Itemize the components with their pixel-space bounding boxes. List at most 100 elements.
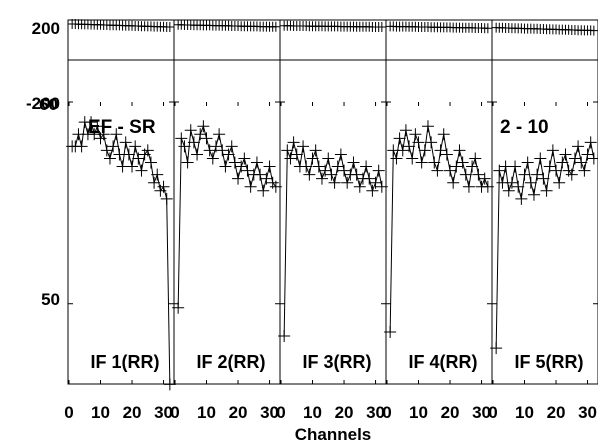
x-tick-label: 30 — [578, 403, 597, 422]
x-tick-label: 10 — [515, 403, 534, 422]
amplitude-point — [297, 140, 310, 153]
amplitude-point — [415, 156, 428, 169]
amplitude-point — [437, 128, 450, 141]
amplitude-point — [399, 124, 412, 137]
amplitude-series-line — [389, 126, 489, 332]
phase-point — [165, 22, 174, 32]
amplitude-point — [434, 144, 447, 157]
amplitude-point — [512, 180, 525, 193]
amplitude-point — [390, 152, 403, 165]
x-tick-label: 0 — [382, 403, 391, 422]
amplitude-point — [322, 152, 335, 165]
amplitude-point — [319, 164, 332, 177]
amplitude-point — [440, 148, 453, 161]
amplitude-series-line — [283, 142, 383, 337]
x-tick-label: 20 — [229, 403, 248, 422]
panel-frame — [385, 19, 493, 385]
amplitude-point — [132, 152, 145, 165]
amplitude-point — [213, 128, 226, 141]
amplitude-series-line — [72, 120, 171, 385]
amplitude-point — [328, 176, 341, 189]
x-tick-label: 20 — [335, 403, 354, 422]
amplitude-point — [200, 132, 213, 145]
amplitude-point — [450, 160, 463, 173]
amplitude-point — [238, 152, 251, 165]
amplitude-point — [543, 160, 556, 173]
amplitude-point — [556, 156, 569, 169]
amplitude-point — [100, 144, 113, 157]
amplitude-point — [431, 164, 444, 177]
x-tick-label: 30 — [154, 403, 173, 422]
amplitude-point — [540, 184, 553, 197]
amplitude-point — [459, 168, 472, 181]
amplitude-point — [363, 172, 376, 185]
amplitude-point — [568, 152, 581, 165]
amplitude-point — [521, 156, 534, 169]
phase-point — [483, 23, 492, 34]
phase-tick-label-max: 200 — [32, 19, 60, 38]
amplitude-point — [537, 172, 550, 185]
amplitude-point — [119, 136, 132, 149]
amplitude-point — [565, 168, 578, 181]
amplitude-point — [347, 156, 360, 169]
amplitude-point — [151, 168, 164, 181]
amplitude-point — [148, 176, 161, 189]
amplitude-point — [232, 172, 245, 185]
amplitude-point — [409, 128, 422, 141]
amplitude-point — [269, 180, 282, 193]
amplitude-point — [550, 164, 563, 177]
panel-label: IF 1(RR) — [91, 352, 160, 372]
amplitude-point — [553, 176, 566, 189]
amplitude-point — [225, 140, 238, 153]
baseline-annotation-right: 2 - 10 — [500, 117, 549, 138]
panel-frame — [67, 19, 175, 385]
x-tick-label: 10 — [303, 403, 322, 422]
amplitude-point — [393, 132, 406, 145]
amplitude-point — [584, 136, 597, 149]
amplitude-point — [181, 156, 194, 169]
amplitude-point — [184, 124, 197, 137]
amplitude-point — [478, 172, 491, 185]
amplitude-point — [447, 176, 460, 189]
panel-frame — [173, 19, 281, 385]
amplitude-point — [281, 144, 294, 157]
amplitude-point — [421, 120, 434, 133]
amplitude-point — [222, 148, 235, 161]
amplitude-point — [75, 140, 88, 153]
amplitude-point — [175, 132, 188, 145]
amplitude-point — [203, 144, 216, 157]
x-tick-label: 30 — [366, 403, 385, 422]
amplitude-point — [425, 136, 438, 149]
amplitude-point — [428, 156, 441, 169]
amplitude-point — [91, 120, 104, 133]
amplitude-point — [110, 128, 123, 141]
amplitude-point — [360, 160, 373, 173]
x-axis-title: Channels — [295, 425, 372, 442]
amplitude-point — [578, 164, 591, 177]
amp-tick-label-top: 60 — [39, 95, 58, 114]
amplitude-point — [490, 342, 503, 355]
amplitude-point — [278, 330, 291, 343]
amplitude-point — [197, 120, 210, 133]
amplitude-point — [366, 184, 379, 197]
x-tick-label: 0 — [64, 403, 73, 422]
amplitude-point — [260, 172, 273, 185]
x-tick-label: 0 — [488, 403, 497, 422]
amplitude-point — [107, 140, 120, 153]
amplitude-point — [396, 144, 409, 157]
amplitude-point — [122, 148, 135, 161]
amplitude-point — [518, 168, 531, 181]
amplitude-point — [97, 128, 110, 141]
baseline-annotation: EF - SR — [88, 117, 156, 138]
amplitude-point — [546, 144, 559, 157]
amplitude-point — [341, 176, 354, 189]
amplitude-point — [135, 164, 148, 177]
phase-tick-label-min: -200 — [26, 94, 60, 113]
amplitude-point — [235, 160, 248, 173]
amplitude-point — [325, 168, 338, 181]
x-tick-label: 0 — [170, 403, 179, 422]
amplitude-point — [524, 176, 537, 189]
amplitude-point — [502, 184, 515, 197]
panel-frame — [491, 19, 598, 385]
amplitude-point — [453, 144, 466, 157]
